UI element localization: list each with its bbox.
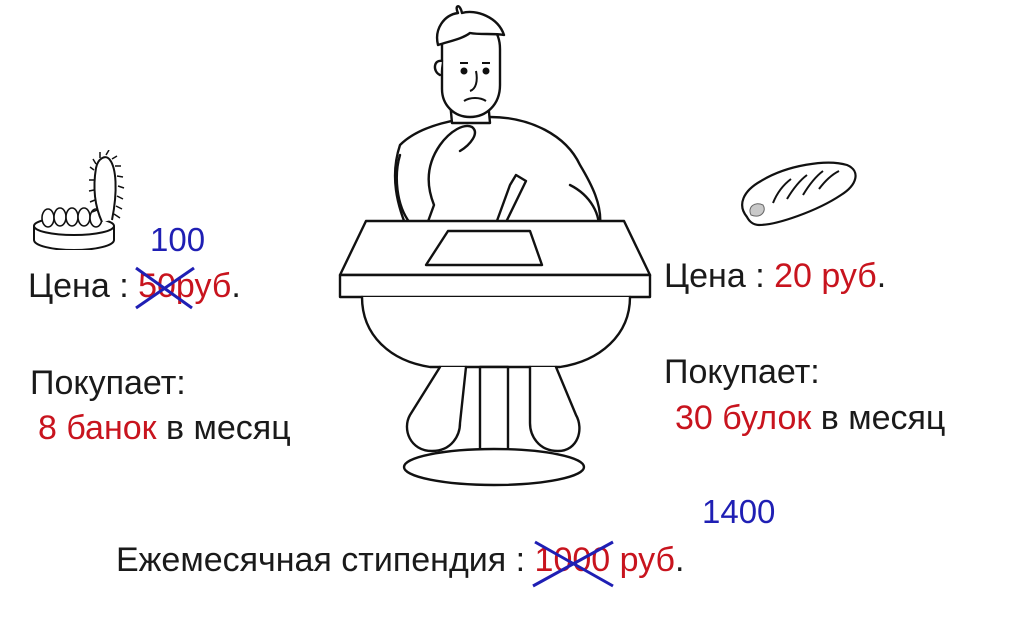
student-at-desk-drawing — [338, 5, 652, 487]
right-price-period: . — [876, 257, 887, 295]
sardine-can-icon — [33, 150, 125, 250]
left-price-period: . — [231, 267, 241, 305]
right-price-value: 20 руб — [774, 257, 877, 295]
bread-loaf-icon — [741, 161, 857, 227]
stipend-strike-cross — [531, 540, 614, 588]
right-buys-quantity: 30 булок — [675, 399, 812, 437]
stipend-label: Ежемесячная стипендия : — [116, 541, 526, 579]
right-buys-suffix: в месяц — [820, 399, 946, 437]
left-price-row: Цена : 50 руб. — [28, 266, 241, 310]
left-price-label: Цена : — [28, 267, 129, 305]
left-price-old: 50 — [135, 266, 195, 310]
stipend-old-value: 1000 — [534, 541, 611, 579]
left-buys-label: Покупает: — [30, 364, 186, 402]
right-buys-label: Покупает: — [664, 353, 820, 391]
left-strike-cross — [135, 266, 195, 310]
left-buys-row: 8 банок в месяц — [38, 408, 291, 448]
right-price-row: Цена : 20 руб. — [664, 256, 886, 296]
stipend-row: Ежемесячная стипендия : 1000 руб. — [116, 540, 685, 588]
stipend-new-value: 1400 — [702, 493, 776, 530]
stipend-currency: руб — [619, 541, 676, 579]
stipend-period: . — [675, 541, 685, 579]
left-price-new: 100 — [150, 221, 206, 258]
left-buys-suffix: в месяц — [165, 409, 291, 447]
right-buys-row: 30 булок в месяц — [675, 398, 945, 438]
right-price-label: Цена : — [664, 257, 765, 295]
left-buys-quantity: 8 банок — [38, 409, 157, 447]
stipend-old: 1000 — [531, 540, 614, 588]
